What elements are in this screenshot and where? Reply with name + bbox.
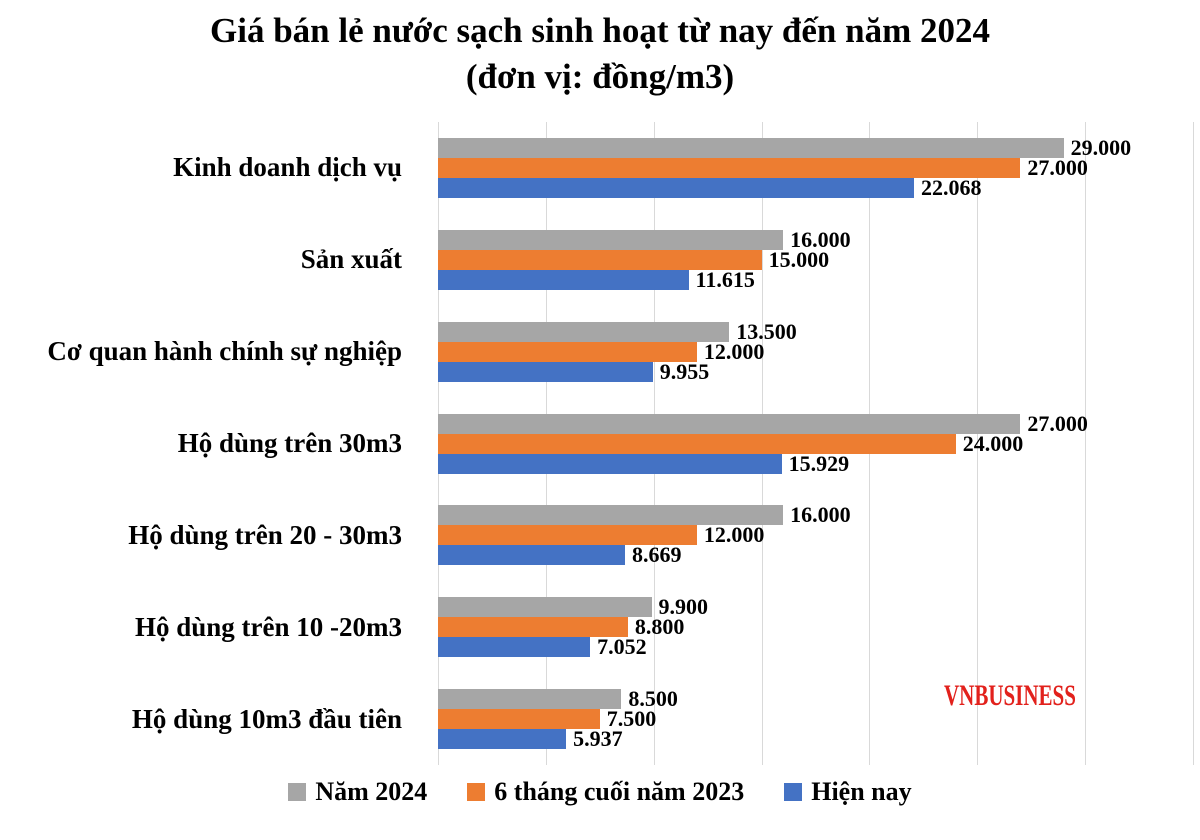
legend-item: Năm 2024 — [288, 779, 427, 805]
bar-hiện-nay — [438, 637, 591, 658]
bar-group: 29.000 27.000 22.068 — [438, 134, 1193, 200]
bar-6-tháng-cuối-năm-2023 — [438, 617, 628, 638]
bar-value-label: 7.052 — [597, 634, 647, 660]
bar-row: 29.000 — [438, 134, 1193, 160]
bar-row: 11.615 — [438, 266, 1193, 292]
bar-row: 24.000 — [438, 430, 1193, 456]
bar-row: 9.955 — [438, 358, 1193, 384]
bar-group: 13.500 12.000 9.955 — [438, 318, 1193, 384]
bar-hiện-nay — [438, 361, 653, 382]
bar-group: 8.500 7.500 5.937 — [438, 686, 1193, 752]
category-label: Hộ dùng 10m3 đầu tiên — [131, 703, 402, 734]
bar-row: 7.500 — [438, 706, 1193, 732]
bar-row: 12.000 — [438, 338, 1193, 364]
bar-hiện-nay — [438, 729, 567, 750]
bar-group: 16.000 15.000 11.615 — [438, 226, 1193, 292]
legend: Năm 2024 6 tháng cuối năm 2023 Hiện nay — [0, 779, 1200, 805]
gridline — [1193, 122, 1194, 765]
bar-hiện-nay — [438, 545, 625, 566]
bar-row: 27.000 — [438, 154, 1193, 180]
bar-row: 16.000 — [438, 502, 1193, 528]
bar-năm-2024 — [438, 505, 784, 526]
bar-row: 7.052 — [438, 634, 1193, 660]
category-label: Cơ quan hành chính sự nghiệp — [47, 336, 402, 367]
bar-row: 15.929 — [438, 450, 1193, 476]
chart-title-line2: (đơn vị: đồng/m3) — [465, 56, 735, 96]
bar-value-label: 12.000 — [703, 338, 765, 364]
bar-value-label: 24.000 — [962, 430, 1024, 456]
category-label: Hộ dùng trên 20 - 30m3 — [128, 519, 402, 550]
gridline — [977, 122, 979, 765]
category-label: Sản xuất — [300, 244, 402, 275]
bar-row: 8.800 — [438, 614, 1193, 640]
bar-6-tháng-cuối-năm-2023 — [438, 525, 697, 546]
bar-năm-2024 — [438, 689, 622, 710]
bar-hiện-nay — [438, 453, 782, 474]
bar-value-label: 16.000 — [790, 226, 851, 252]
bar-value-label: 5.937 — [573, 726, 623, 752]
bar-năm-2024 — [438, 229, 784, 250]
legend-swatch-icon — [288, 783, 307, 801]
chart-title-line1: Giá bán lẻ nước sạch sinh hoạt từ nay đế… — [210, 11, 990, 50]
bar-value-label: 15.000 — [768, 246, 830, 272]
bar-value-label: 9.900 — [658, 594, 709, 620]
legend-item: Hiện nay — [784, 777, 912, 806]
bar-row: 27.000 — [438, 410, 1193, 436]
bar-row: 22.068 — [438, 174, 1193, 200]
legend-label: Hiện nay — [811, 777, 912, 806]
bar-value-label: 12.000 — [703, 522, 765, 548]
category-label: Kinh doanh dịch vụ — [173, 152, 402, 183]
bar-hiện-nay — [438, 269, 689, 290]
bar-6-tháng-cuối-năm-2023 — [438, 157, 1021, 178]
bar-group: 27.000 24.000 15.929 — [438, 410, 1193, 476]
bar-năm-2024 — [438, 137, 1064, 158]
bar-value-label: 29.000 — [1070, 134, 1132, 160]
bar-row: 9.900 — [438, 594, 1193, 620]
bar-row: 5.937 — [438, 726, 1193, 752]
watermark: VNBUSINESS — [944, 679, 1076, 712]
gridline — [1085, 122, 1087, 765]
bar-row: 16.000 — [438, 226, 1193, 252]
bar-value-label: 22.068 — [921, 174, 982, 200]
bar-row: 13.500 — [438, 318, 1193, 344]
bar-value-label: 11.615 — [695, 266, 755, 292]
legend-swatch-icon — [784, 783, 803, 801]
category-label: Hộ dùng trên 10 -20m3 — [134, 611, 402, 642]
bar-6-tháng-cuối-năm-2023 — [438, 433, 956, 454]
bar-hiện-nay — [438, 177, 915, 198]
bar-năm-2024 — [438, 413, 1021, 434]
chart-title: Giá bán lẻ nước sạch sinh hoạt từ nay đế… — [0, 8, 1200, 99]
bar-value-label: 15.929 — [788, 450, 850, 476]
bar-6-tháng-cuối-năm-2023 — [438, 709, 600, 730]
bar-row: 8.669 — [438, 542, 1193, 568]
plot-area: 29.000 27.000 22.068 16.000 15.000 11.615 13.5… — [438, 122, 1194, 765]
bar-value-label: 8.500 — [628, 686, 678, 712]
legend-swatch-icon — [467, 783, 486, 801]
bar-value-label: 8.800 — [634, 614, 685, 640]
bar-value-label: 9.955 — [659, 358, 710, 384]
bar-group: 9.900 8.800 7.052 — [438, 594, 1193, 660]
bar-6-tháng-cuối-năm-2023 — [438, 341, 697, 362]
category-label: Hộ dùng trên 30m3 — [177, 427, 402, 458]
bar-value-label: 13.500 — [736, 318, 797, 344]
bar-row: 15.000 — [438, 246, 1193, 272]
bar-row: 12.000 — [438, 522, 1193, 548]
bar-value-label: 8.669 — [632, 542, 682, 568]
bar-value-label: 27.000 — [1027, 154, 1088, 180]
bar-value-label: 16.000 — [790, 502, 851, 528]
legend-label: Năm 2024 — [315, 777, 428, 806]
bar-6-tháng-cuối-năm-2023 — [438, 249, 762, 270]
bar-năm-2024 — [438, 321, 730, 342]
bar-group: 16.000 12.000 8.669 — [438, 502, 1193, 568]
legend-label: 6 tháng cuối năm 2023 — [494, 777, 745, 806]
bar-năm-2024 — [438, 597, 652, 618]
bar-value-label: 7.500 — [606, 706, 657, 732]
bar-row: 8.500 — [438, 686, 1193, 712]
bar-value-label: 27.000 — [1027, 410, 1088, 436]
legend-item: 6 tháng cuối năm 2023 — [467, 779, 744, 805]
